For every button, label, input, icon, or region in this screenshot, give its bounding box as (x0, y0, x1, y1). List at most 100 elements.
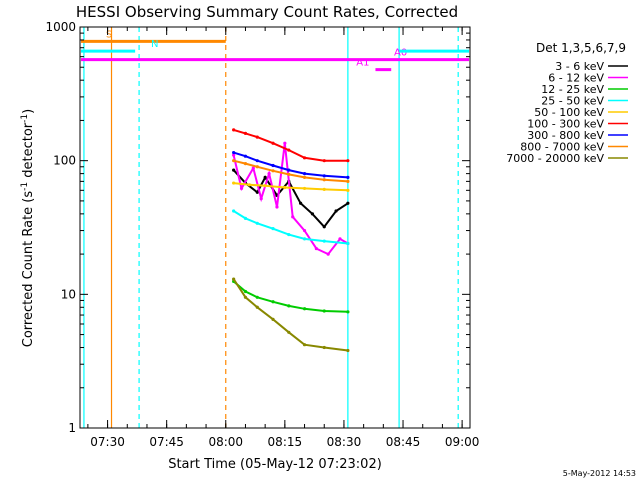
data-point (346, 188, 350, 192)
data-point (322, 178, 326, 182)
x-tick-label: 09:00 (445, 435, 480, 449)
data-point (275, 205, 279, 209)
data-point (287, 330, 291, 334)
data-point (287, 232, 291, 237)
data-point (255, 221, 259, 225)
data-point (346, 348, 350, 353)
legend-label: 12 - 25 keV (541, 83, 604, 96)
data-point (271, 163, 275, 168)
x-axis: 07:30 07:45 08:00 08:15 08:30 08:45 09:00 (87, 27, 480, 449)
x-tick-label: 08:30 (327, 435, 362, 449)
data-point (243, 131, 248, 135)
legend-label: 300 - 800 keV (527, 129, 604, 142)
data-point (291, 215, 295, 219)
data-point (255, 295, 259, 299)
data-point (271, 227, 275, 231)
data-point (251, 166, 255, 170)
x-tick-label: 08:45 (386, 435, 421, 449)
data-point (287, 304, 291, 308)
data-point (283, 141, 287, 145)
data-point (302, 237, 307, 241)
y-tick-label: 100 (53, 154, 76, 168)
data-point (243, 295, 248, 299)
data-point (334, 209, 338, 213)
y-label-sup2: -1 (20, 114, 30, 123)
data-point (346, 159, 350, 163)
data-point (255, 159, 259, 163)
data-point (255, 305, 259, 309)
state-bar-label: N (151, 39, 158, 50)
series-line-6 (233, 151, 348, 179)
data-point (346, 201, 350, 205)
data-point (232, 128, 236, 132)
data-point (271, 141, 275, 145)
data-point (239, 186, 244, 191)
y-tick-label: 1000 (45, 20, 76, 34)
state-bar-label: A1 (356, 58, 369, 69)
legend-label: 800 - 7000 keV (520, 141, 604, 154)
footer-date: 5-May-2012 14:53 (563, 469, 636, 478)
data-point (322, 239, 326, 243)
data-point (299, 201, 303, 205)
data-point (302, 186, 307, 191)
x-tick-label: 07:30 (90, 435, 125, 449)
data-point (243, 162, 248, 166)
data-point (232, 159, 236, 163)
data-point (232, 153, 236, 157)
data-point (255, 165, 259, 169)
y-tick-label: 1 (68, 421, 76, 435)
plot-frame (79, 26, 471, 429)
data-point (243, 216, 248, 220)
y-label-part2: detector (21, 122, 36, 182)
data-point (243, 289, 248, 294)
data-point (302, 172, 307, 176)
data-point (322, 174, 326, 178)
data-point (346, 179, 350, 183)
data-point (287, 148, 291, 152)
data-point (243, 154, 248, 158)
chart-title: HESSI Observing Summary Count Rates, Cor… (76, 3, 458, 21)
data-point (232, 150, 236, 155)
data-point (255, 135, 259, 139)
x-axis-label: Start Time (05-May-12 07:23:02) (168, 457, 382, 472)
y-label-part1: Corrected Count Rate (s (21, 191, 36, 348)
data-point (302, 175, 307, 179)
data-point (259, 197, 263, 201)
y-axis-label: Corrected Count Rate (s-1 detector-1) (20, 109, 36, 347)
legend-label: 6 - 12 keV (548, 72, 604, 85)
state-bar-label: S (106, 29, 112, 40)
data-point (346, 310, 350, 314)
data-point (322, 225, 326, 229)
data-point (232, 168, 236, 172)
series-line-3 (233, 210, 349, 245)
data-point (232, 277, 236, 281)
x-tick-label: 08:00 (208, 435, 243, 449)
data-point (302, 156, 307, 160)
data-point (267, 172, 271, 176)
data-point (232, 209, 236, 213)
x-tick-label: 08:15 (268, 435, 303, 449)
data-point (302, 343, 307, 347)
data-point (255, 190, 259, 194)
legend-label: 50 - 100 keV (534, 106, 604, 119)
series-line-2 (232, 280, 348, 313)
data-point (310, 212, 315, 216)
legend-label: 7000 - 20000 keV (506, 152, 604, 165)
y-tick-label: 10 (61, 287, 76, 301)
data-point (322, 187, 326, 191)
data-point (247, 183, 251, 187)
y-label-sup1: -1 (20, 182, 30, 191)
data-point (322, 345, 326, 350)
data-point (271, 300, 275, 304)
data-point (283, 185, 287, 190)
data-point (346, 175, 350, 179)
legend-label: 3 - 6 keV (555, 60, 604, 73)
plot-content: S N A0 A1 (81, 27, 469, 428)
data-point (322, 309, 326, 313)
data-point (346, 241, 350, 246)
data-point (287, 168, 291, 172)
x-tick-label: 07:45 (149, 435, 184, 449)
y-label-part3: ) (21, 109, 36, 114)
data-point (338, 237, 342, 241)
